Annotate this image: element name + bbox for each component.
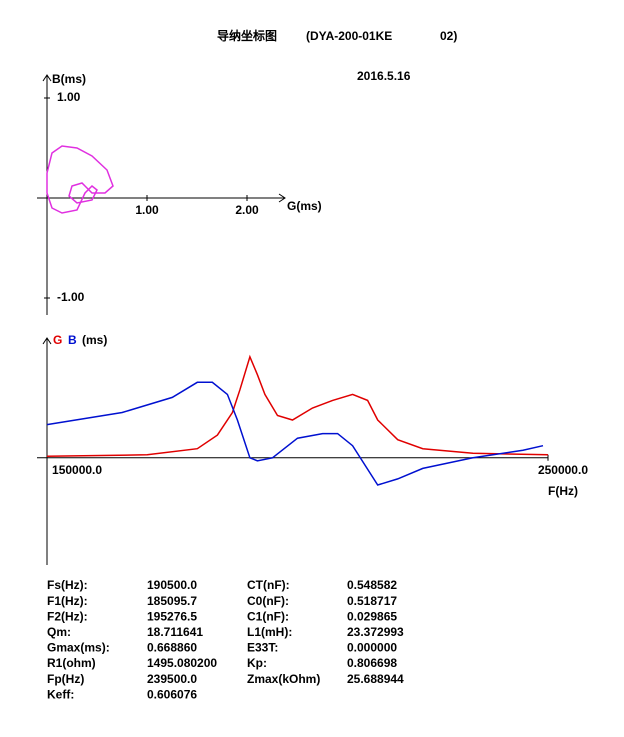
param-label: C1(nF): — [247, 609, 289, 623]
param-value: 18.711641 — [147, 625, 203, 639]
legend-label: G — [53, 333, 62, 347]
param-label: CT(nF): — [247, 578, 290, 592]
param-value: 0.518717 — [347, 594, 397, 608]
param-value: 239500.0 — [147, 672, 197, 686]
model: (DYA-200-01KE — [306, 29, 392, 43]
legend-label: B — [68, 333, 77, 347]
y-axis-label: B(ms) — [52, 72, 86, 86]
y-tick-label: -1.00 — [57, 290, 85, 304]
axes — [37, 74, 286, 315]
y-tick-label: 1.00 — [57, 90, 81, 104]
param-label: Zmax(kOhm) — [247, 672, 320, 686]
series-line — [46, 145, 114, 214]
param-value: 1495.080200 — [147, 656, 217, 670]
date: 2016.5.16 — [357, 69, 411, 83]
param-label: F2(Hz): — [47, 609, 88, 623]
param-value: 185095.7 — [147, 594, 197, 608]
param-label: Fs(Hz): — [47, 578, 88, 592]
x-axis-label: G(ms) — [287, 199, 322, 213]
param-value: 195276.5 — [147, 609, 197, 623]
param-label: C0(nF): — [247, 594, 289, 608]
x-tick-label: 250000.0 — [538, 463, 588, 477]
x-tick-label: 1.00 — [135, 203, 159, 217]
param-label: Fp(Hz) — [47, 672, 84, 686]
param-value: 0.000000 — [347, 641, 397, 655]
param-label: E33T: — [247, 641, 278, 655]
param-label: R1(ohm) — [47, 656, 96, 670]
param-label: F1(Hz): — [47, 594, 88, 608]
series-line — [46, 354, 549, 458]
param-label: Gmax(ms): — [47, 641, 110, 655]
param-label: L1(mH): — [247, 625, 292, 639]
x-tick-label: 2.00 — [235, 203, 259, 217]
param-value: 0.806698 — [347, 656, 397, 670]
param-value: 0.029865 — [347, 609, 397, 623]
param-value: 0.668860 — [147, 641, 197, 655]
param-value: 23.372993 — [347, 625, 404, 639]
y-axis-unit: (ms) — [82, 333, 107, 347]
param-label: Kp: — [247, 656, 267, 670]
title: 导纳坐标图 — [217, 28, 277, 43]
param-value: 0.606076 — [147, 687, 197, 701]
axes — [42, 337, 52, 565]
x-tick-label: 150000.0 — [52, 463, 102, 477]
param-value: 0.548582 — [347, 578, 397, 592]
series-line — [46, 381, 544, 486]
param-value: 25.688944 — [347, 672, 404, 686]
param-label: Qm: — [47, 625, 71, 639]
x-axis-label: F(Hz) — [548, 484, 578, 498]
param-value: 190500.0 — [147, 578, 197, 592]
param-label: Keff: — [47, 687, 74, 701]
model-suffix: 02) — [440, 29, 457, 43]
